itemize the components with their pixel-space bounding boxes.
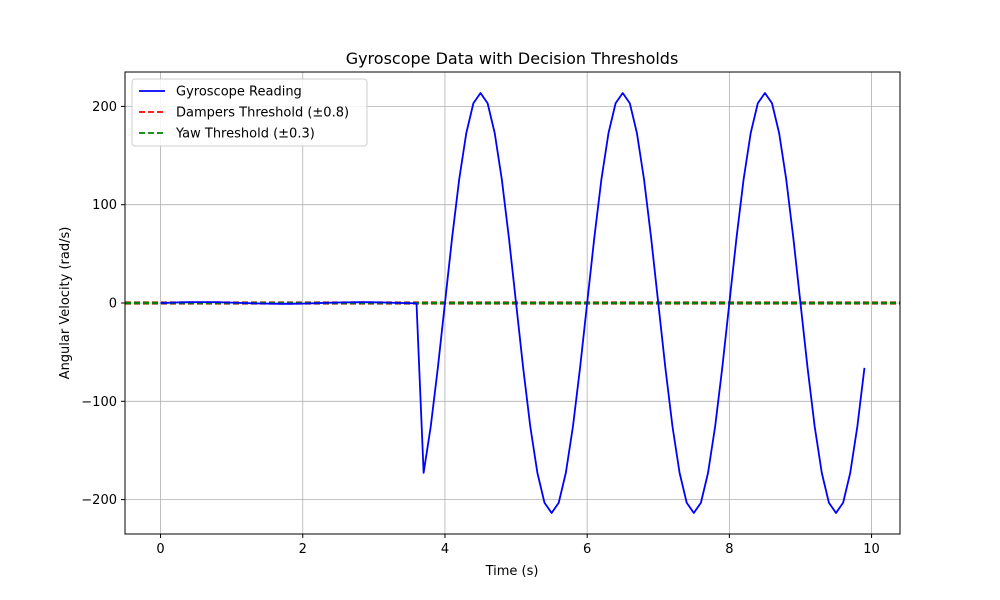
x-axis-ticks: 0 2 4 6 8 10	[156, 534, 880, 557]
x-axis-label: Time (s)	[485, 564, 539, 579]
x-tick-label: 8	[725, 542, 733, 557]
legend: Gyroscope Reading Dampers Threshold (±0.…	[131, 78, 368, 147]
series-layer	[160, 92, 866, 514]
chart-title: Gyroscope Data with Decision Thresholds	[346, 49, 679, 68]
y-tick-label: −200	[81, 493, 117, 508]
y-tick-label: 200	[92, 100, 117, 115]
x-tick-label: 4	[441, 542, 449, 557]
y-tick-label: −100	[81, 395, 117, 410]
legend-label-yaw: Yaw Threshold (±0.3)	[175, 127, 315, 142]
y-axis-label: Angular Velocity (rad/s)	[58, 227, 73, 380]
gyroscope-reading-line	[160, 92, 866, 514]
legend-label-gyroscope: Gyroscope Reading	[176, 85, 302, 100]
x-tick-label: 10	[863, 542, 880, 557]
legend-label-dampers: Dampers Threshold (±0.8)	[176, 106, 349, 121]
legend-box	[131, 78, 368, 147]
x-tick-label: 2	[299, 542, 307, 557]
x-tick-label: 6	[583, 542, 591, 557]
x-tick-label: 0	[156, 542, 164, 557]
y-tick-label: 0	[109, 297, 117, 312]
y-tick-label: 100	[92, 198, 117, 213]
y-axis-ticks: −200 −100 0 100 200	[81, 100, 125, 508]
